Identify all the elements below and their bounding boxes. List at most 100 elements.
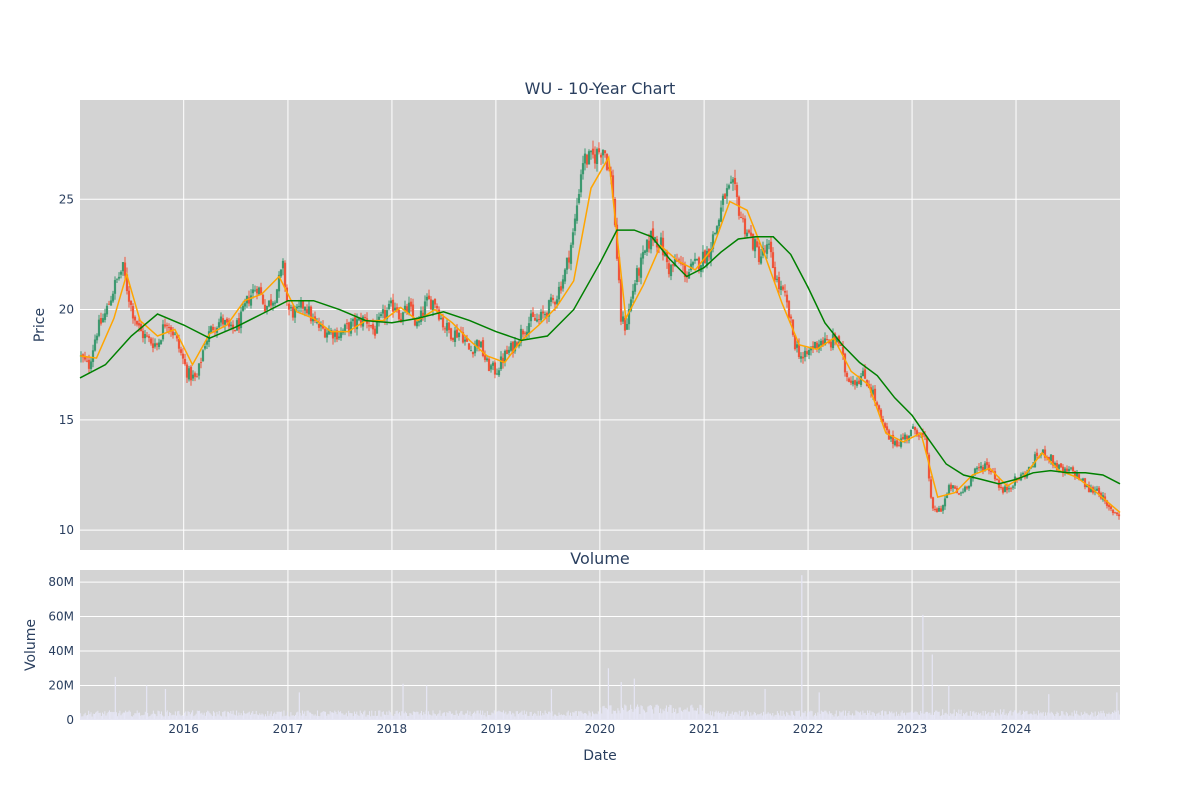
- volume-bar: [491, 712, 493, 720]
- candle: [309, 305, 313, 324]
- volume-bar: [185, 711, 187, 720]
- candle: [187, 365, 191, 382]
- candle: [967, 485, 971, 491]
- candle-body: [1057, 464, 1061, 470]
- candle: [347, 321, 351, 337]
- volume-bar: [191, 712, 193, 720]
- volume-bar: [717, 711, 719, 720]
- volume-bar: [622, 707, 624, 720]
- candle: [797, 338, 801, 359]
- volume-bar: [308, 712, 310, 720]
- volume-bar: [901, 710, 903, 720]
- volume-bar: [799, 716, 801, 720]
- volume-bar: [113, 711, 115, 720]
- volume-bar: [850, 715, 852, 720]
- volume-bar: [906, 712, 908, 720]
- candle-body: [405, 306, 409, 313]
- candle-body: [237, 318, 241, 330]
- candle-body: [555, 299, 559, 304]
- volume-bar: [816, 715, 818, 720]
- candle-body: [353, 317, 357, 328]
- candle: [253, 285, 257, 292]
- volume-bar: [300, 715, 302, 720]
- volume-bar: [1073, 710, 1075, 720]
- volume-bar: [899, 715, 901, 720]
- volume-bar: [549, 711, 551, 720]
- candle: [273, 300, 277, 307]
- candle: [1113, 511, 1117, 514]
- volume-bar: [336, 714, 338, 720]
- volume-bar: [197, 710, 199, 720]
- candle-body: [485, 358, 489, 361]
- volume-bar: [588, 710, 590, 720]
- volume-bar: [706, 713, 708, 720]
- volume-bar: [457, 715, 459, 720]
- candle-body: [1031, 466, 1035, 468]
- volume-bar: [546, 714, 548, 720]
- volume-bar: [382, 711, 384, 720]
- volume-bar: [750, 712, 752, 720]
- candle: [509, 341, 513, 352]
- candle-body: [1035, 452, 1039, 456]
- candle: [565, 257, 569, 275]
- volume-bar: [323, 711, 325, 720]
- candle-body: [731, 179, 735, 183]
- volume-bar: [548, 711, 550, 720]
- candle-body: [409, 301, 413, 307]
- volume-bar: [895, 711, 897, 720]
- candle-body: [625, 324, 629, 330]
- volume-bar: [946, 714, 948, 720]
- volume-bar: [538, 715, 540, 720]
- volume-bar: [307, 710, 309, 720]
- volume-bar: [129, 711, 131, 720]
- volume-bar: [512, 712, 514, 720]
- volume-bar: [147, 713, 149, 720]
- candle: [1061, 464, 1065, 477]
- volume-bar: [409, 713, 411, 720]
- volume-bar: [675, 708, 677, 720]
- volume-bar: [319, 716, 321, 720]
- candle-body: [183, 358, 187, 365]
- volume-spike-bar: [146, 685, 148, 720]
- volume-bar: [565, 715, 567, 720]
- candle: [165, 322, 169, 333]
- candle-body: [403, 305, 407, 312]
- candle-body: [243, 303, 247, 307]
- volume-bar: [971, 716, 973, 720]
- volume-bar: [291, 715, 293, 720]
- volume-bar: [263, 716, 265, 720]
- volume-bar: [1086, 713, 1088, 720]
- candle-body: [793, 335, 797, 350]
- volume-bar: [682, 711, 684, 720]
- candle-body: [861, 370, 865, 377]
- volume-bar: [976, 714, 978, 720]
- volume-bar: [89, 714, 91, 720]
- volume-bar: [576, 715, 578, 720]
- volume-bar: [1070, 715, 1072, 720]
- candle: [127, 286, 131, 308]
- volume-bar: [156, 716, 158, 720]
- volume-bar: [831, 713, 833, 720]
- volume-bar: [106, 713, 108, 720]
- candle: [185, 362, 189, 383]
- price-y-axis-title: Price: [32, 308, 48, 342]
- volume-bar: [286, 711, 288, 720]
- candle: [281, 258, 285, 276]
- candle-body: [621, 316, 625, 322]
- volume-bar: [469, 711, 471, 720]
- candle: [93, 334, 97, 352]
- volume-bar: [590, 716, 592, 720]
- volume-bar: [285, 715, 287, 720]
- candle-body: [995, 479, 999, 481]
- volume-bar: [247, 712, 249, 720]
- volume-bar: [619, 713, 621, 720]
- volume-bar: [81, 716, 83, 720]
- volume-bar: [245, 713, 247, 720]
- volume-bar: [840, 712, 842, 720]
- volume-bar: [200, 713, 202, 720]
- candle: [851, 375, 855, 387]
- volume-bar: [886, 714, 888, 720]
- volume-bar: [102, 712, 104, 720]
- candle: [619, 276, 623, 326]
- candle: [189, 365, 193, 386]
